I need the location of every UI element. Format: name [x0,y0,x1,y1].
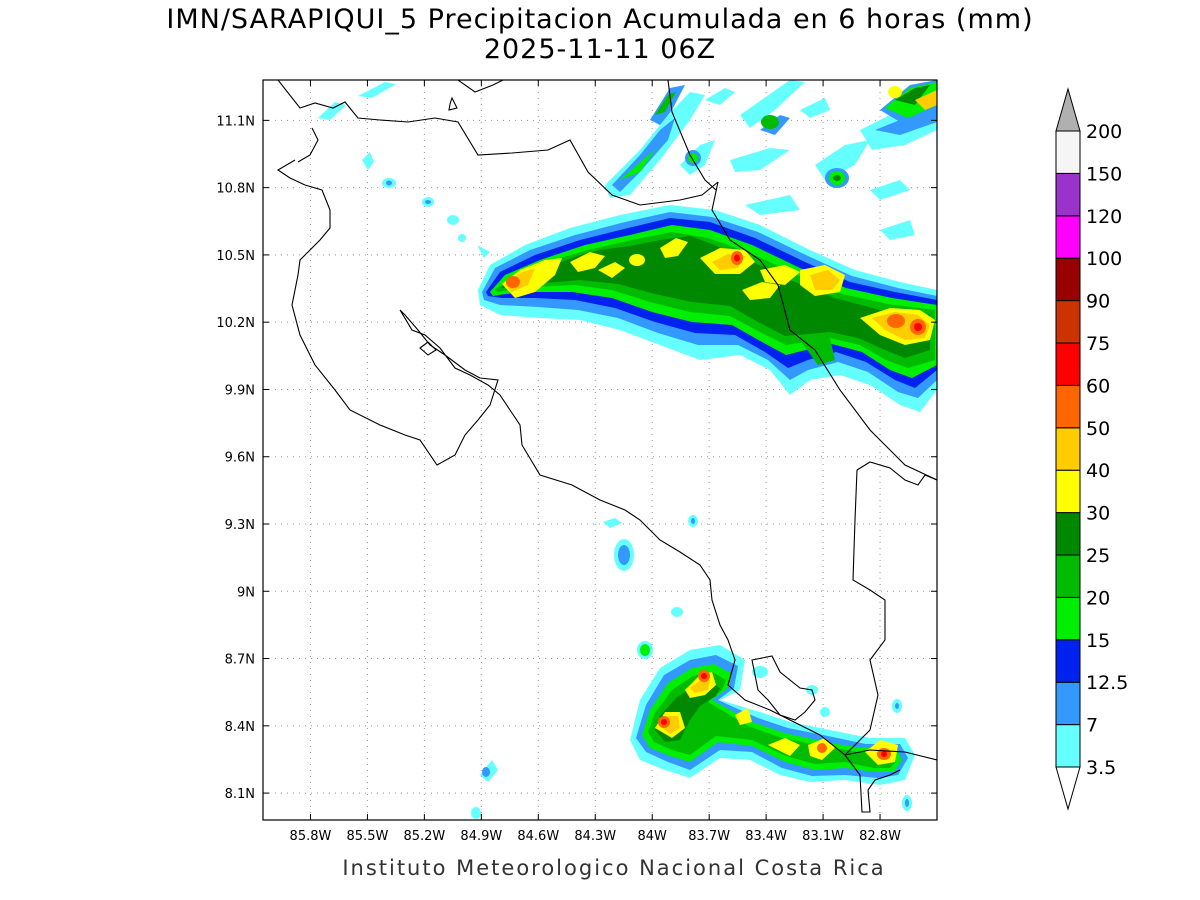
axis-ticks [263,80,937,820]
lon-tick-label: 84W [638,829,668,844]
colorbar-level-label: 120 [1086,206,1122,228]
colorbar-swatch [1055,215,1081,259]
colorbar-swatch [1055,257,1081,302]
map-title: IMN/SARAPIQUI_5 Precipitacion Acumulada … [166,4,1034,35]
colorbar-level-label: 30 [1086,503,1110,525]
footer-credit: Instituto Meteorologico Nacional Costa R… [342,856,886,880]
lon-tick-label: 85.5W [347,829,389,844]
lat-tick-label: 10.5N [216,249,255,264]
plot-background [263,80,937,820]
colorbar-level-label: 60 [1086,375,1110,397]
colorbar-swatch [1055,554,1081,598]
lon-tick-label: 84.3W [574,829,616,844]
colorbar-level-label: 40 [1086,460,1110,482]
lat-tick-label: 11.1N [216,114,255,129]
lon-tick-label: 83.4W [745,829,787,844]
colorbar-swatch [1055,300,1081,344]
rain-patch-northwest [318,82,490,258]
colorbar-level-label: 25 [1086,545,1110,567]
lon-tick-label: 83.7W [688,829,730,844]
colorbar-level-label: 12.5 [1086,672,1128,694]
colorbar-level-label: 100 [1086,248,1122,270]
lat-tick-label: 9N [237,585,255,600]
lat-tick-label: 8.7N [225,653,255,668]
lon-tick-label: 85.8W [290,829,332,844]
rain-band-northeast [605,80,937,240]
lat-tick-label: 9.6N [225,451,255,466]
colorbar-swatch [1055,130,1081,174]
rain-band-main [478,205,937,412]
colorbar-level-label: 7 [1086,715,1098,737]
lat-tick-label: 9.9N [225,383,255,398]
colorbar-level-label: 20 [1086,587,1110,609]
lat-tick-label: 10.2N [216,316,255,331]
colorbar-level-label: 15 [1086,630,1110,652]
colorbar-level-label: 150 [1086,163,1122,185]
colorbar-swatch [1055,512,1081,556]
colorbar-swatch [1055,427,1081,471]
lon-tick-label: 83.1W [802,829,844,844]
precipitation-field [276,80,937,819]
colorbar-swatch [1055,342,1081,386]
colorbar-swatch [1055,172,1081,217]
colorbar-swatch [1055,639,1081,683]
colorbar-swatch [1055,724,1081,768]
colorbar-overflow-triangle [1055,87,1081,132]
lat-tick-label: 9.3N [225,518,255,533]
lon-tick-label: 84.6W [517,829,559,844]
colorbar-underflow-triangle [1055,766,1081,811]
longitude-labels: 85.8W 85.5W 85.2W 84.9W 84.6W 84.3W 84W 83.7W 83… [290,829,902,844]
lat-tick-label: 10.8N [216,182,255,197]
lat-tick-label: 8.4N [225,720,255,735]
lon-tick-label: 85.2W [403,829,445,844]
lon-tick-label: 82.8W [859,829,901,844]
colorbar-swatch [1055,681,1081,726]
coastlines-borders [276,80,937,813]
colorbar-level-label: 50 [1086,418,1110,440]
lat-tick-label: 8.1N [225,787,255,802]
rain-cells-south [471,515,915,819]
latitude-labels: 11.1N 10.8N 10.5N 10.2N 9.9N 9.6N 9.3N 9N 8.7N 8.… [216,114,255,802]
colorbar-swatch [1055,596,1081,641]
colorbar-level-label: 90 [1086,291,1110,313]
plot-frame [262,79,938,821]
colorbar-swatch [1055,469,1081,514]
colorbar-swatch [1055,384,1081,429]
colorbar-level-label: 200 [1086,121,1122,143]
lon-tick-label: 84.9W [460,829,502,844]
colorbar-level-label: 75 [1086,333,1110,355]
map-date: 2025-11-11 06Z [483,34,717,65]
colorbar-legend: 3.5 7 12.5 15 20 25 30 40 50 60 75 90 100 120 150 200 [1055,87,1128,811]
colorbar-level-label: 3.5 [1086,757,1116,779]
